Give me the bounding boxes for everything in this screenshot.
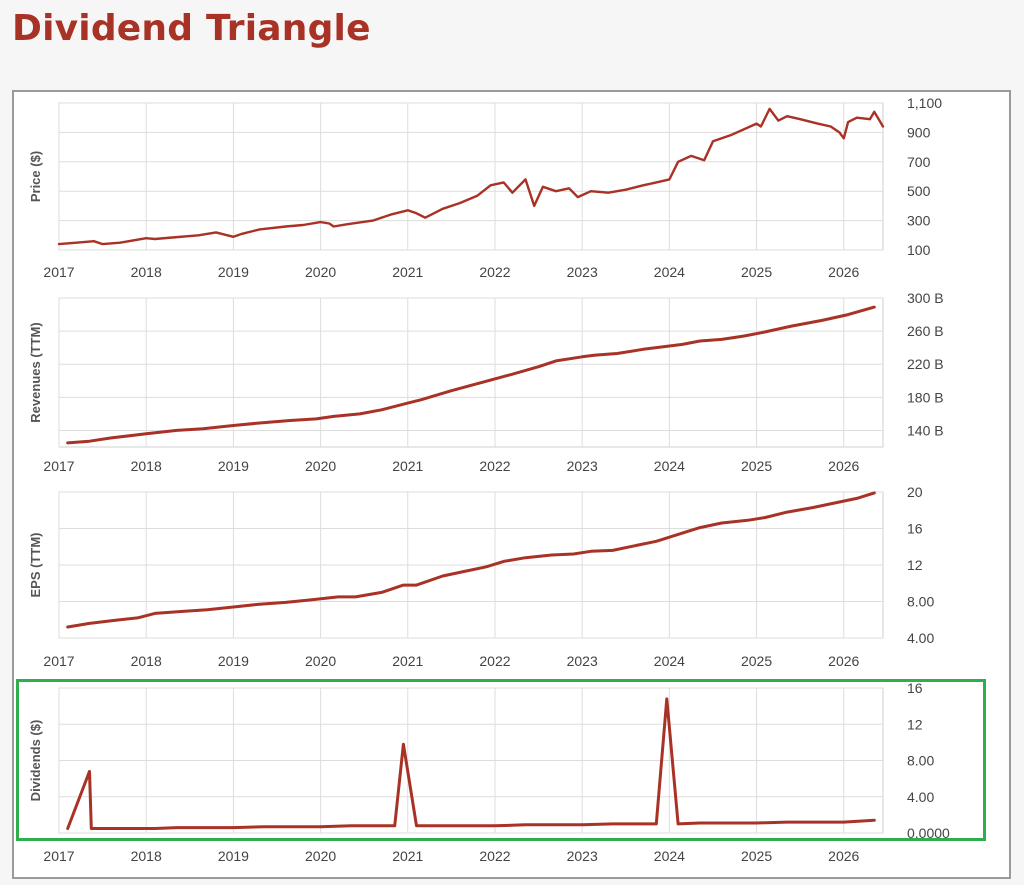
revenues-xtick-label: 2025: [741, 458, 772, 474]
eps-xtick-label: 2019: [218, 653, 249, 669]
revenues-chart: 2017 2018 2019 2020 2021 2022 2023 2024 2025 2026…: [28, 290, 944, 474]
eps-ytick-label: 8.00: [907, 594, 934, 610]
eps-series-line: [66, 491, 876, 629]
revenues-xtick-label: 2026: [828, 458, 859, 474]
eps-xtick-label: 2023: [567, 653, 598, 669]
eps-xtick-label: 2020: [305, 653, 336, 669]
dividends-xtick-label: 2023: [567, 848, 598, 864]
price-xtick-label: 2018: [131, 264, 162, 280]
dividends-xtick-label: 2017: [43, 848, 74, 864]
dividends-xtick-label: 2024: [654, 848, 685, 864]
eps-xtick-label: 2018: [131, 653, 162, 669]
dividends-series-line: [66, 697, 876, 830]
revenues-xtick-label: 2017: [43, 458, 74, 474]
revenues-ytick-label: 140 B: [907, 422, 944, 438]
revenues-xtick-label: 2019: [218, 458, 249, 474]
eps-xtick-label: 2022: [479, 653, 510, 669]
dividends-ytick-label: 4.00: [907, 789, 934, 805]
dividends-ylabel: Dividends ($): [28, 720, 43, 802]
revenues-xtick-label: 2022: [479, 458, 510, 474]
price-xtick-label: 2022: [479, 264, 510, 280]
revenues-series-line: [66, 305, 876, 445]
dividends-chart: 2017 2018 2019 2020 2021 2022 2023 2024 2025 2026…: [28, 680, 950, 864]
eps-ytick-label: 20: [907, 484, 923, 500]
eps-ytick-label: 16: [907, 521, 923, 537]
eps-chart: 2017 2018 2019 2020 2021 2022 2023 2024 2025 2026…: [28, 484, 934, 669]
revenues-ytick-label: 220 B: [907, 356, 944, 372]
revenues-xtick-label: 2020: [305, 458, 336, 474]
price-xtick-label: 2020: [305, 264, 336, 280]
price-xtick-label: 2017: [43, 264, 74, 280]
eps-ytick-label: 12: [907, 557, 923, 573]
price-ytick-label: 1,100: [907, 95, 942, 111]
dividends-xtick-label: 2022: [479, 848, 510, 864]
dividends-xtick-label: 2025: [741, 848, 772, 864]
price-xtick-label: 2026: [828, 264, 859, 280]
revenues-xtick-label: 2024: [654, 458, 685, 474]
dividends-xtick-label: 2019: [218, 848, 249, 864]
price-ylabel: Price ($): [28, 151, 43, 202]
eps-xtick-label: 2024: [654, 653, 685, 669]
dividends-ytick-label: 16: [907, 680, 923, 696]
price-xtick-label: 2023: [567, 264, 598, 280]
revenues-ytick-label: 260 B: [907, 323, 944, 339]
price-xtick-label: 2024: [654, 264, 685, 280]
eps-xtick-label: 2021: [392, 653, 423, 669]
eps-ytick-label: 4.00: [907, 630, 934, 646]
eps-xtick-label: 2026: [828, 653, 859, 669]
price-chart: 2017 2018 2019 2020 2021 2022 2023 2024 2025 2026…: [28, 95, 942, 280]
revenues-xtick-label: 2021: [392, 458, 423, 474]
price-ytick-label: 500: [907, 183, 931, 199]
price-ytick-label: 100: [907, 242, 931, 258]
eps-ylabel: EPS (TTM): [28, 533, 43, 598]
price-xtick-label: 2025: [741, 264, 772, 280]
price-series-line: [57, 107, 885, 246]
price-xtick-label: 2019: [218, 264, 249, 280]
eps-xtick-label: 2025: [741, 653, 772, 669]
revenues-plot-area: [58, 297, 884, 448]
price-ytick-label: 900: [907, 124, 931, 140]
price-ytick-label: 300: [907, 213, 931, 229]
eps-xtick-label: 2017: [43, 653, 74, 669]
dividends-xtick-label: 2020: [305, 848, 336, 864]
revenues-xtick-label: 2023: [567, 458, 598, 474]
revenues-xtick-label: 2018: [131, 458, 162, 474]
dividends-ytick-label: 8.00: [907, 753, 934, 769]
revenues-ylabel: Revenues (TTM): [28, 322, 43, 422]
revenues-ytick-label: 300 B: [907, 290, 944, 306]
dividends-xtick-label: 2026: [828, 848, 859, 864]
dividends-xtick-label: 2021: [392, 848, 423, 864]
dividends-ytick-label: 12: [907, 716, 923, 732]
price-ytick-label: 700: [907, 154, 931, 170]
dividends-ytick-label: 0.0000: [907, 825, 950, 841]
page-title: Dividend Triangle: [12, 8, 371, 49]
charts-frame: [12, 90, 1011, 879]
revenues-ytick-label: 180 B: [907, 389, 944, 405]
price-xtick-label: 2021: [392, 264, 423, 280]
dividends-xtick-label: 2018: [131, 848, 162, 864]
